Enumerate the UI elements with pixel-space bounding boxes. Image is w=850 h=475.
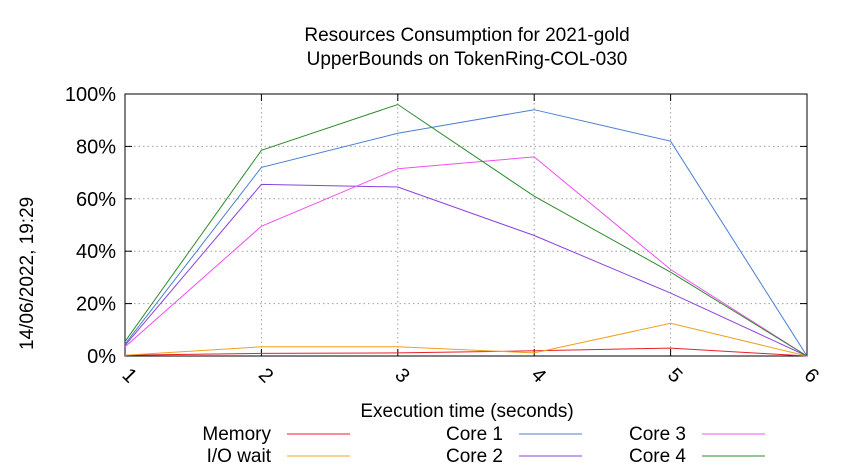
y-tick-label: 20% — [76, 294, 116, 316]
y-tick-label: 80% — [76, 136, 116, 158]
series-line-memory — [124, 347, 808, 357]
series-line-i-o-wait — [124, 322, 808, 357]
x-tick-label: 3 — [390, 364, 413, 387]
chart-title-line-1: Resources Consumption for 2021-gold — [304, 25, 629, 46]
timestamp-label: 14/06/2022, 19:29 — [17, 197, 38, 350]
series-line-core-4 — [124, 103, 808, 357]
legend-label-memory: Memory — [202, 424, 271, 445]
y-tick-label: 0% — [87, 346, 116, 368]
series-line-core-2 — [124, 183, 808, 357]
legend-label-core-2: Core 2 — [446, 446, 503, 467]
x-tick-label: 2 — [254, 364, 277, 387]
x-axis-ticks: 1 2 3 4 5 6 — [118, 94, 823, 387]
y-tick-label: 100% — [65, 84, 116, 106]
plot-frame — [124, 93, 808, 357]
series-lines — [124, 103, 808, 357]
legend-label-i-o-wait: I/O wait — [207, 446, 272, 467]
y-axis-ticks: 0% 20% 40% 60% 80% 100% — [65, 84, 807, 368]
x-tick-label: 5 — [663, 364, 686, 387]
x-tick-label: 6 — [800, 364, 823, 387]
y-tick-label: 40% — [76, 241, 116, 263]
legend-label-core-3: Core 3 — [629, 424, 686, 445]
series-line-core-3 — [124, 156, 808, 357]
y-tick-label: 60% — [76, 189, 116, 211]
legend-label-core-4: Core 4 — [629, 446, 686, 467]
x-axis-label: Execution time (seconds) — [360, 401, 573, 422]
chart-title-line-2: UpperBounds on TokenRing-COL-030 — [307, 49, 628, 70]
x-tick-label: 1 — [118, 364, 141, 387]
legend-label-core-1: Core 1 — [446, 424, 503, 445]
x-tick-label: 4 — [527, 364, 550, 387]
series-line-core-1 — [124, 109, 808, 357]
